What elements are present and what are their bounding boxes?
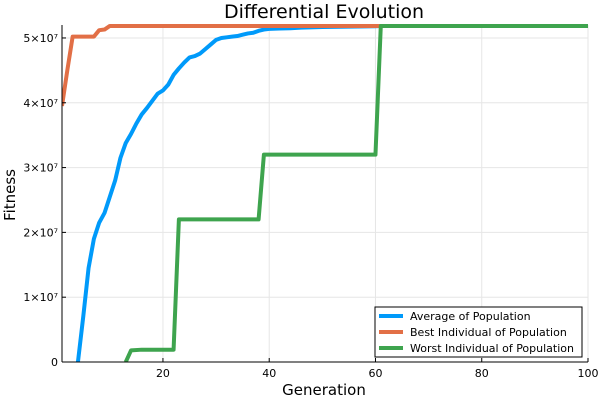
y-tick-label: 5×10⁷: [23, 32, 58, 45]
series-layer: [62, 23, 588, 362]
legend-box: [374, 306, 583, 358]
x-tick-label: 40: [262, 367, 276, 380]
y-axis-title: Fitness: [1, 169, 19, 221]
y-tick-label: 1×10⁷: [23, 291, 58, 304]
legend-label: Average of Population: [410, 310, 531, 323]
y-tick-label: 0: [51, 356, 58, 369]
legend-label: Best Individual of Population: [410, 326, 567, 339]
chart-title: Differential Evolution: [224, 1, 424, 23]
x-tick-label: 20: [156, 367, 170, 380]
series-line-2: [62, 23, 588, 107]
x-tick-label: 80: [475, 367, 489, 380]
series-line-3: [123, 23, 588, 362]
axes: [61, 25, 588, 363]
y-tick-label: 2×10⁷: [23, 226, 58, 239]
x-tick-label: 60: [368, 367, 382, 380]
legend: Average of Population Best Individual of …: [374, 306, 583, 358]
y-tick-label: 4×10⁷: [23, 97, 58, 110]
series-line-1: [75, 23, 588, 362]
x-tick-label: 100: [578, 367, 599, 380]
grid: [62, 25, 589, 363]
y-tick-label: 3×10⁷: [23, 162, 58, 175]
legend-label: Worst Individual of Population: [410, 342, 574, 355]
ticks: 20 40 60 80 100 0 1×10⁷ 2×10⁷ 3×10⁷ 4×10⁷ 5×10⁷: [23, 32, 598, 380]
x-axis-title: Generation: [282, 381, 366, 399]
